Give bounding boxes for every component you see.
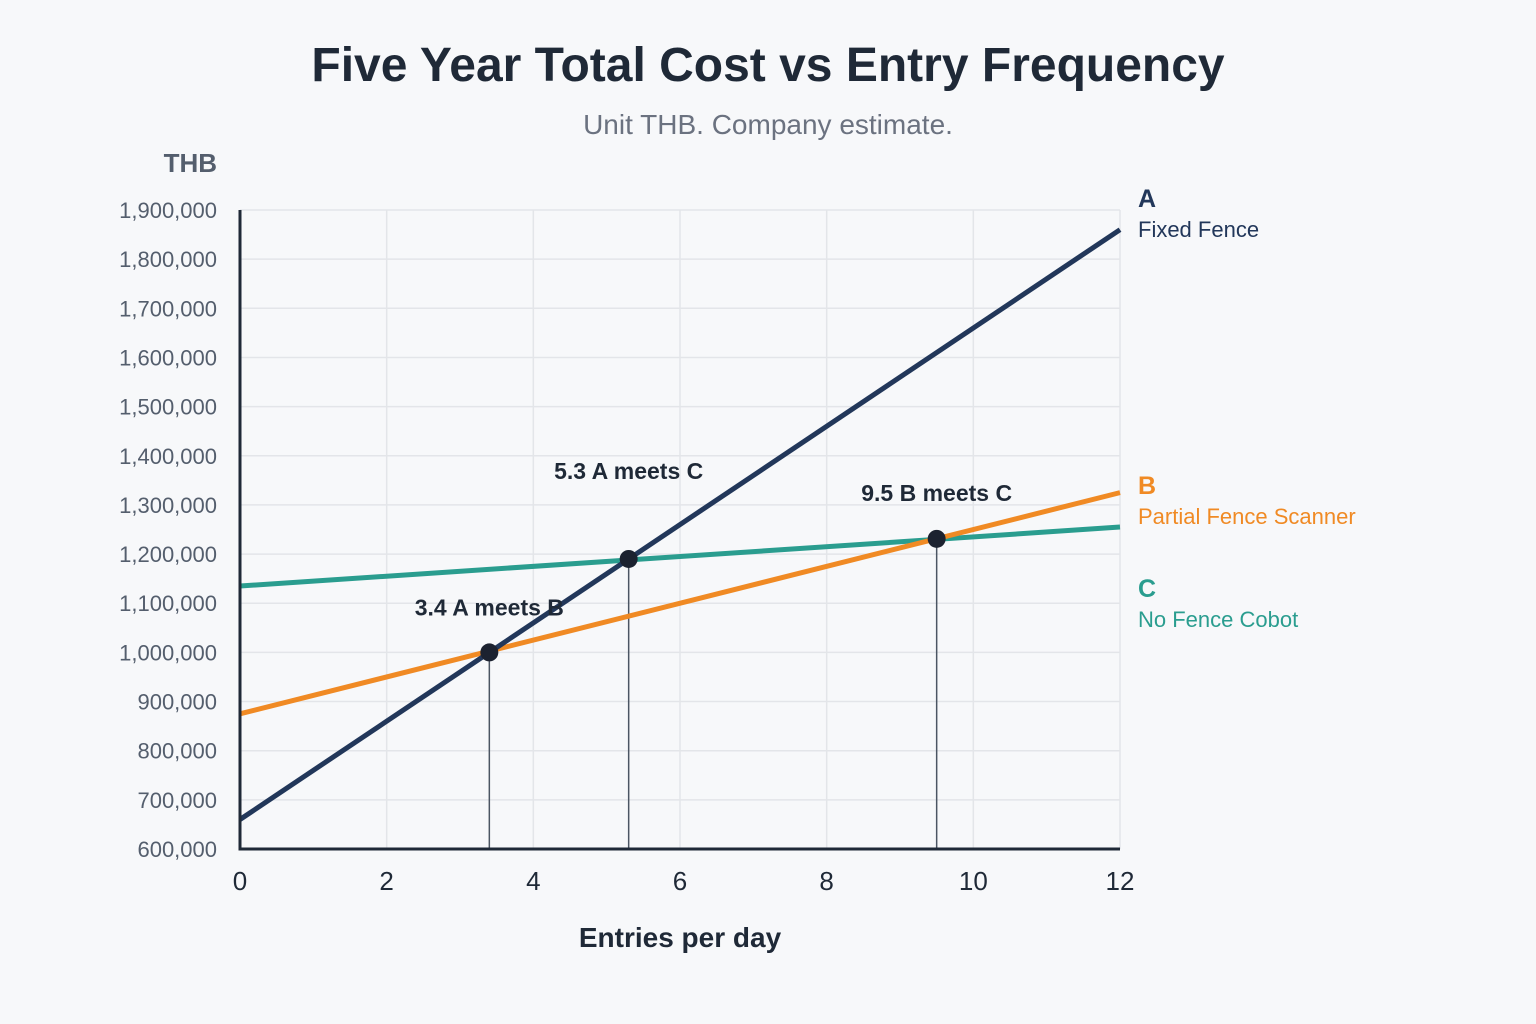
chart-title: Five Year Total Cost vs Entry Frequency (311, 39, 1225, 92)
y-tick-label: 1,800,000 (119, 247, 217, 272)
legend-key-b: B (1138, 472, 1156, 500)
intersection-drop-lines (488, 538, 938, 849)
x-tick-label: 8 (819, 866, 833, 896)
x-axis-title: Entries per day (579, 922, 782, 953)
legend-name-c: No Fence Cobot (1138, 607, 1298, 632)
series-line-c (239, 524, 1121, 589)
chart-subtitle: Unit THB. Company estimate. (583, 109, 953, 140)
grid (240, 209, 1121, 849)
legend-key-a: A (1138, 185, 1156, 213)
series-line-a (238, 227, 1122, 822)
y-axis-unit-label: THB (164, 148, 217, 178)
axes (238, 210, 1120, 851)
y-tick-label: 1,000,000 (119, 640, 217, 665)
y-tick-label: 1,700,000 (119, 296, 217, 321)
legend-name-a: Fixed Fence (1138, 217, 1259, 242)
x-tick-label: 10 (959, 866, 988, 896)
y-tick-label: 1,100,000 (119, 591, 217, 616)
intersection-annotation: 5.3 A meets C (554, 458, 703, 484)
series-line-b (239, 490, 1121, 717)
y-tick-label: 900,000 (137, 690, 217, 715)
y-tick-label: 600,000 (137, 837, 217, 862)
y-tick-label: 1,400,000 (119, 444, 217, 469)
intersection-markers (480, 529, 946, 662)
intersection-marker (480, 643, 499, 662)
intersection-marker (619, 549, 638, 568)
tick-labels: 600,000 700,000 800,000 900,000 1,000,000 1,1… (119, 198, 1134, 896)
x-tick-label: 6 (673, 866, 687, 896)
annotations: 3.4 A meets B 5.3 A meets C 9.5 B meets C (415, 458, 1012, 620)
x-tick-label: 4 (526, 866, 540, 896)
legend-name-b: Partial Fence Scanner (1138, 504, 1356, 529)
x-tick-label: 12 (1106, 866, 1135, 896)
intersection-annotation: 9.5 B meets C (861, 480, 1012, 506)
y-tick-label: 700,000 (137, 788, 217, 813)
series-lines (238, 227, 1122, 822)
x-tick-label: 2 (379, 866, 393, 896)
y-tick-label: 1,500,000 (119, 395, 217, 420)
intersection-annotation: 3.4 A meets B (415, 594, 564, 620)
y-tick-label: 1,600,000 (119, 345, 217, 370)
x-tick-label: 0 (233, 866, 247, 896)
y-tick-label: 800,000 (137, 739, 217, 764)
intersection-marker (927, 529, 946, 548)
y-tick-label: 1,300,000 (119, 493, 217, 518)
legend-key-c: C (1138, 575, 1156, 603)
y-tick-label: 1,200,000 (119, 542, 217, 567)
legend: A Fixed Fence B Partial Fence Scanner C No Fe… (1138, 185, 1356, 632)
y-tick-label: 1,900,000 (119, 198, 217, 223)
